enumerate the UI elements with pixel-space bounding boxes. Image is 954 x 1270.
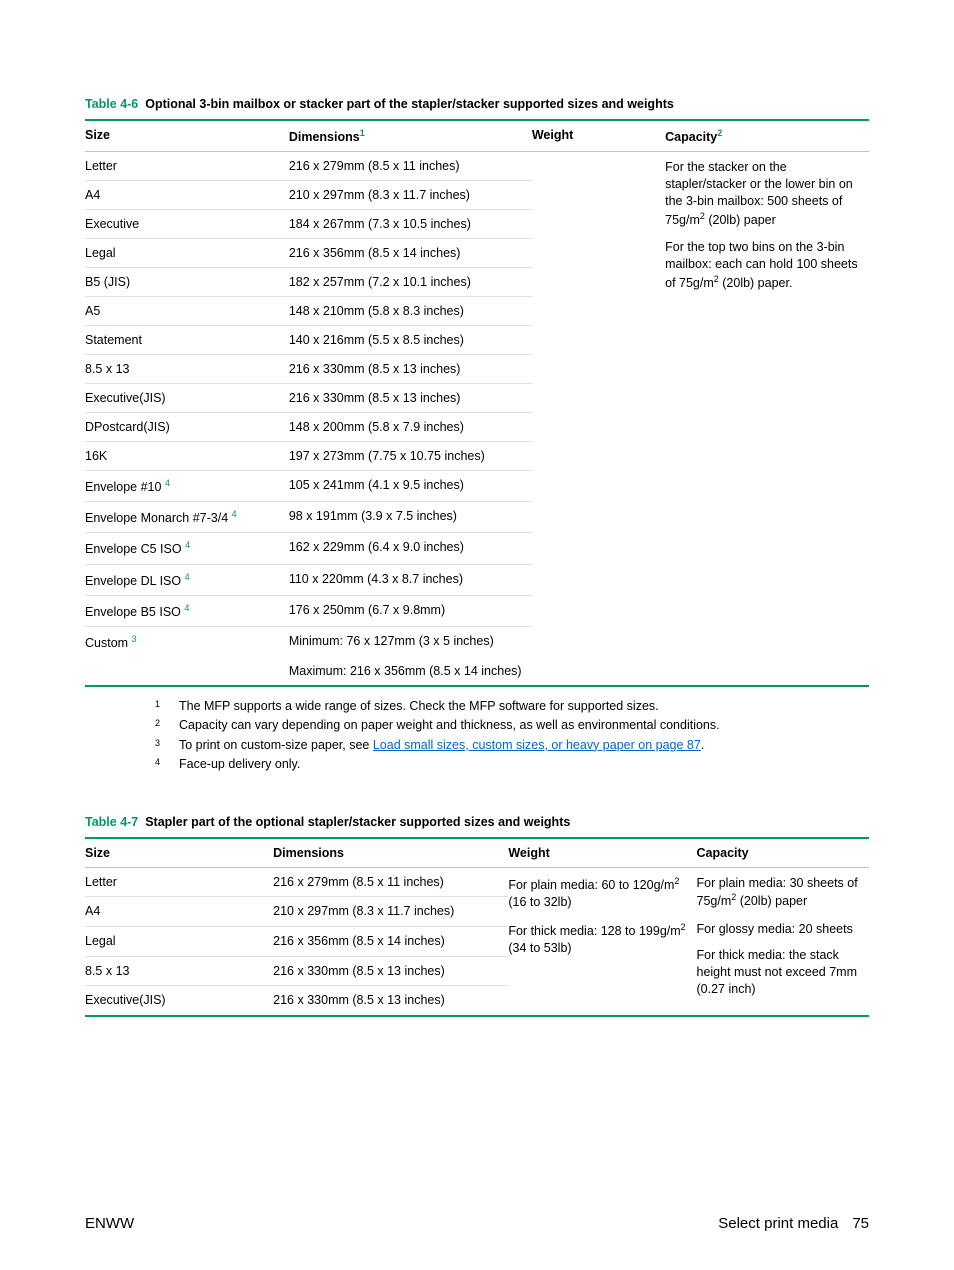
cell-dimensions: 140 x 216mm (5.5 x 8.5 inches) [289,326,532,355]
cell-size: 8.5 x 13 [85,956,273,986]
cell-size: Legal [85,239,289,268]
cell-size: Executive(JIS) [85,384,289,413]
cell-dimensions: 148 x 210mm (5.8 x 8.3 inches) [289,297,532,326]
cell-size: Legal [85,926,273,956]
cell-size: Executive(JIS) [85,986,273,1016]
cell-capacity: For the stacker on the stapler/stacker o… [665,152,869,686]
footnote: 2Capacity can vary depending on paper we… [155,716,869,735]
cell-size: A4 [85,897,273,927]
table-4-7: Size Dimensions Weight Capacity Letter21… [85,837,869,1017]
table-4-6-title: Optional 3-bin mailbox or stacker part o… [145,97,674,111]
table-4-7-caption: Table 4-7 Stapler part of the optional s… [85,815,869,829]
cell-dimensions: 197 x 273mm (7.75 x 10.75 inches) [289,442,532,471]
cell-dimensions: 216 x 356mm (8.5 x 14 inches) [273,926,508,956]
footnote-num: 1 [155,697,179,716]
cell-dimensions: 182 x 257mm (7.2 x 10.1 inches) [289,268,532,297]
footnote: 3To print on custom-size paper, see Load… [155,736,869,755]
th2-capacity: Capacity [697,838,870,868]
cell-size: B5 (JIS) [85,268,289,297]
table-4-6-label: Table 4-6 [85,97,138,111]
cell-size: Executive [85,210,289,239]
cell-dimensions: 210 x 297mm (8.3 x 11.7 inches) [273,897,508,927]
cell-size: 8.5 x 13 [85,355,289,384]
cell-dimensions: 216 x 279mm (8.5 x 11 inches) [289,152,532,181]
cell-dimensions: 216 x 356mm (8.5 x 14 inches) [289,239,532,268]
cell-dimensions: Minimum: 76 x 127mm (3 x 5 inches) [289,626,532,657]
table-4-7-label: Table 4-7 [85,815,138,829]
table-row: Letter216 x 279mm (8.5 x 11 inches)For t… [85,152,869,181]
footer-right: Select print media75 [718,1215,869,1232]
th-weight: Weight [532,120,665,152]
table-4-6-caption: Table 4-6 Optional 3-bin mailbox or stac… [85,97,869,111]
cell-size: Envelope B5 ISO 4 [85,595,289,626]
footnote-link[interactable]: Load small sizes, custom sizes, or heavy… [373,738,701,752]
footnote-text: To print on custom-size paper, see Load … [179,736,704,755]
table-row: Letter216 x 279mm (8.5 x 11 inches)For p… [85,867,869,897]
table-4-6: Size Dimensions1 Weight Capacity2 Letter… [85,119,869,687]
cell-size: Envelope C5 ISO 4 [85,533,289,564]
cell-size: 16K [85,442,289,471]
footnote: 4Face-up delivery only. [155,755,869,774]
footnote-text: Capacity can vary depending on paper wei… [179,716,720,735]
cell-capacity: For plain media: 30 sheets of 75g/m2 (20… [697,867,870,1016]
cell-size: Letter [85,867,273,897]
cell-dimensions: 216 x 330mm (8.5 x 13 inches) [289,384,532,413]
cell-dimensions: 176 x 250mm (6.7 x 9.8mm) [289,595,532,626]
cell-dimensions: Maximum: 216 x 356mm (8.5 x 14 inches) [289,657,532,686]
cell-dimensions: 216 x 279mm (8.5 x 11 inches) [273,867,508,897]
cell-size: DPostcard(JIS) [85,413,289,442]
cell-weight: For plain media: 60 to 120g/m2 (16 to 32… [508,867,696,1016]
th2-weight: Weight [508,838,696,868]
cell-dimensions: 98 x 191mm (3.9 x 7.5 inches) [289,502,532,533]
cell-dimensions: 216 x 330mm (8.5 x 13 inches) [273,986,508,1016]
cell-dimensions: 210 x 297mm (8.3 x 11.7 inches) [289,181,532,210]
cell-size: A5 [85,297,289,326]
footnotes-4-6: 1The MFP supports a wide range of sizes.… [155,697,869,775]
cell-size: Envelope Monarch #7-3/4 4 [85,502,289,533]
footnote: 1The MFP supports a wide range of sizes.… [155,697,869,716]
cell-dimensions: 216 x 330mm (8.5 x 13 inches) [273,956,508,986]
th-capacity: Capacity2 [665,120,869,152]
th-dimensions: Dimensions1 [289,120,532,152]
th-size: Size [85,120,289,152]
cell-size: Statement [85,326,289,355]
cell-size: Envelope #10 4 [85,471,289,502]
th2-dimensions: Dimensions [273,838,508,868]
cell-weight [532,152,665,686]
table-4-7-title: Stapler part of the optional stapler/sta… [145,815,570,829]
cell-dimensions: 184 x 267mm (7.3 x 10.5 inches) [289,210,532,239]
page-footer: ENWW Select print media75 [85,1215,869,1232]
cell-size: Envelope DL ISO 4 [85,564,289,595]
footnote-num: 4 [155,755,179,774]
cell-dimensions: 162 x 229mm (6.4 x 9.0 inches) [289,533,532,564]
footnote-num: 3 [155,736,179,755]
cell-dimensions: 105 x 241mm (4.1 x 9.5 inches) [289,471,532,502]
cell-dimensions: 216 x 330mm (8.5 x 13 inches) [289,355,532,384]
footnote-num: 2 [155,716,179,735]
cell-size: A4 [85,181,289,210]
cell-size: Letter [85,152,289,181]
cell-dimensions: 110 x 220mm (4.3 x 8.7 inches) [289,564,532,595]
cell-size: Custom 3 [85,626,289,657]
page-container: Table 4-6 Optional 3-bin mailbox or stac… [0,0,954,1270]
footnote-text: Face-up delivery only. [179,755,300,774]
footer-left: ENWW [85,1215,134,1232]
th2-size: Size [85,838,273,868]
footnote-text: The MFP supports a wide range of sizes. … [179,697,659,716]
cell-dimensions: 148 x 200mm (5.8 x 7.9 inches) [289,413,532,442]
